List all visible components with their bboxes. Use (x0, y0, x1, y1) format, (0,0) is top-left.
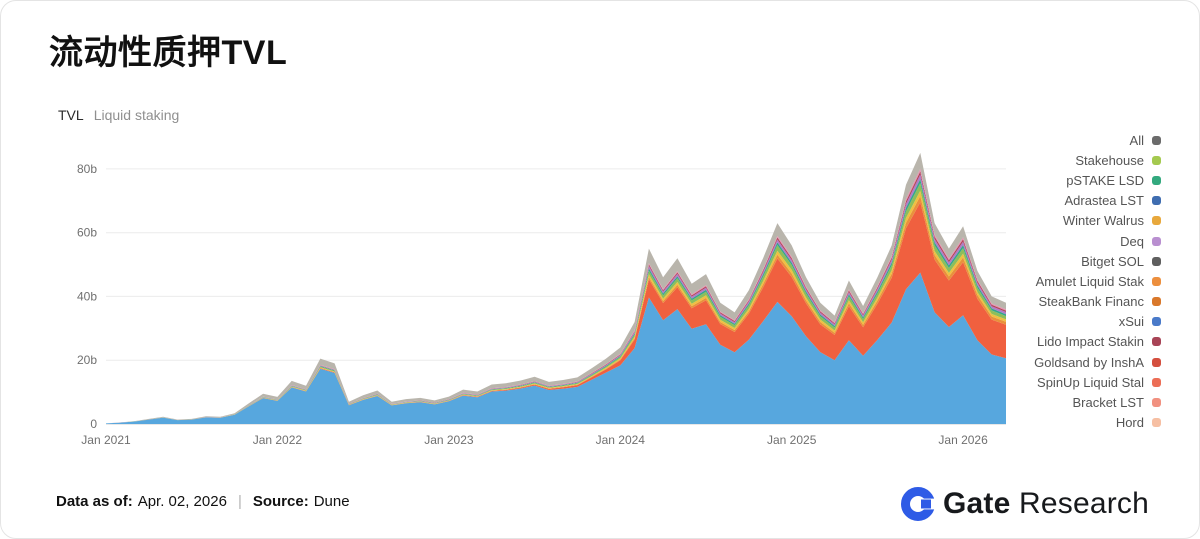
legend-item-label: SteakBank Financ (1038, 294, 1144, 310)
y-tick-label: 60b (77, 226, 97, 240)
legend-item-label: xSui (1118, 314, 1144, 330)
brand-research: Research (1019, 487, 1149, 520)
legend-item-swatch (1152, 196, 1161, 206)
legend-item-swatch (1152, 135, 1161, 145)
data-as-of-label: Data as of: (56, 493, 133, 510)
tvl-stacked-area-chart[interactable]: 0 20b 40b 60b 80b Jan 2021 Jan 2022 Jan 2023 Jan… (41, 125, 1016, 460)
x-tick-label: Jan 2021 (81, 433, 131, 447)
legend-item-label: Bracket LST (1072, 395, 1144, 411)
legend-item[interactable]: Stakehouse (993, 150, 1161, 170)
legend-item[interactable]: Adrastea LST (993, 191, 1161, 211)
brand-wordmark: Gate Research (943, 487, 1149, 521)
legend-item-swatch (1152, 216, 1161, 226)
area-band-secondary-red (106, 202, 1006, 424)
y-tick-label: 40b (77, 289, 97, 303)
x-tick-label: Jan 2026 (938, 433, 988, 447)
legend-item[interactable]: Bracket LST (993, 392, 1161, 412)
legend-item-swatch (1152, 276, 1161, 286)
gate-logo-icon (900, 487, 936, 521)
legend-item[interactable]: All (993, 130, 1161, 150)
legend-item-label: Deq (1120, 233, 1144, 249)
legend-item-label: SpinUp Liquid Stal (1037, 374, 1144, 390)
legend-item-label: Winter Walrus (1062, 213, 1144, 229)
y-tick-label: 0 (90, 417, 97, 431)
legend-item[interactable]: pSTAKE LSD (993, 170, 1161, 190)
legend-item[interactable]: Winter Walrus (993, 211, 1161, 231)
y-tick-label: 80b (77, 162, 97, 176)
legend-item[interactable]: Deq (993, 231, 1161, 251)
legend-item-swatch (1152, 175, 1161, 185)
footer-separator: | (237, 493, 242, 510)
y-tick-label: 20b (77, 353, 97, 367)
legend-item-swatch (1152, 155, 1161, 165)
legend-item-label: Stakehouse (1075, 152, 1144, 168)
chart-header: TVL Liquid staking (58, 107, 179, 123)
gate-research-logo: Gate Research (900, 486, 1149, 522)
legend-item[interactable]: Hord (993, 413, 1161, 433)
page-title: 流动性质押TVL (49, 34, 288, 72)
legend-item[interactable]: SpinUp Liquid Stal (993, 372, 1161, 392)
legend-item-swatch (1152, 236, 1161, 246)
legend-item-label: Hord (1115, 415, 1144, 431)
legend-item-label: Goldsand by InshA (1034, 354, 1144, 370)
legend-item-swatch (1152, 357, 1161, 367)
legend-item-swatch (1152, 337, 1161, 347)
legend-item-swatch (1152, 297, 1161, 307)
legend-item-swatch (1152, 317, 1161, 327)
legend-item[interactable]: Lido Impact Stakin (993, 332, 1161, 352)
legend-item-label: All (1129, 132, 1144, 148)
x-tick-label: Jan 2022 (253, 433, 303, 447)
x-tick-label: Jan 2025 (767, 433, 817, 447)
data-as-of-value: Apr. 02, 2026 (137, 493, 227, 510)
legend-item-label: Bitget SOL (1081, 253, 1144, 269)
legend-item[interactable]: Goldsand by InshA (993, 352, 1161, 372)
legend-item[interactable]: SteakBank Financ (993, 292, 1161, 312)
source-label: Source: (252, 493, 309, 510)
legend-item[interactable]: Amulet Liquid Stak (993, 271, 1161, 291)
chart-legend: All Stakehouse pSTAKE LSD Adrastea LST Winte… (993, 130, 1161, 433)
legend-item-swatch (1152, 418, 1161, 428)
legend-item-swatch (1152, 377, 1161, 387)
x-tick-label: Jan 2023 (424, 433, 474, 447)
brand-gate: Gate (942, 487, 1011, 520)
legend-item[interactable]: Bitget SOL (993, 251, 1161, 271)
chart-subtitle: Liquid staking (93, 107, 180, 123)
legend-item-swatch (1152, 398, 1161, 408)
legend-item-label: pSTAKE LSD (1066, 172, 1144, 188)
legend-item-swatch (1152, 256, 1161, 266)
source-value: Dune (313, 493, 350, 510)
legend-item[interactable]: xSui (993, 312, 1161, 332)
legend-item-label: Lido Impact Stakin (1037, 334, 1144, 350)
area-band-primary-blue (106, 272, 1006, 424)
legend-item-label: Adrastea LST (1064, 193, 1145, 209)
legend-item-label: Amulet Liquid Stak (1035, 273, 1144, 289)
chart-tab-tvl[interactable]: TVL (58, 107, 84, 123)
footer-note: Data as of: Apr. 02, 2026 | Source: Dune (56, 493, 350, 510)
x-tick-label: Jan 2024 (596, 433, 646, 447)
